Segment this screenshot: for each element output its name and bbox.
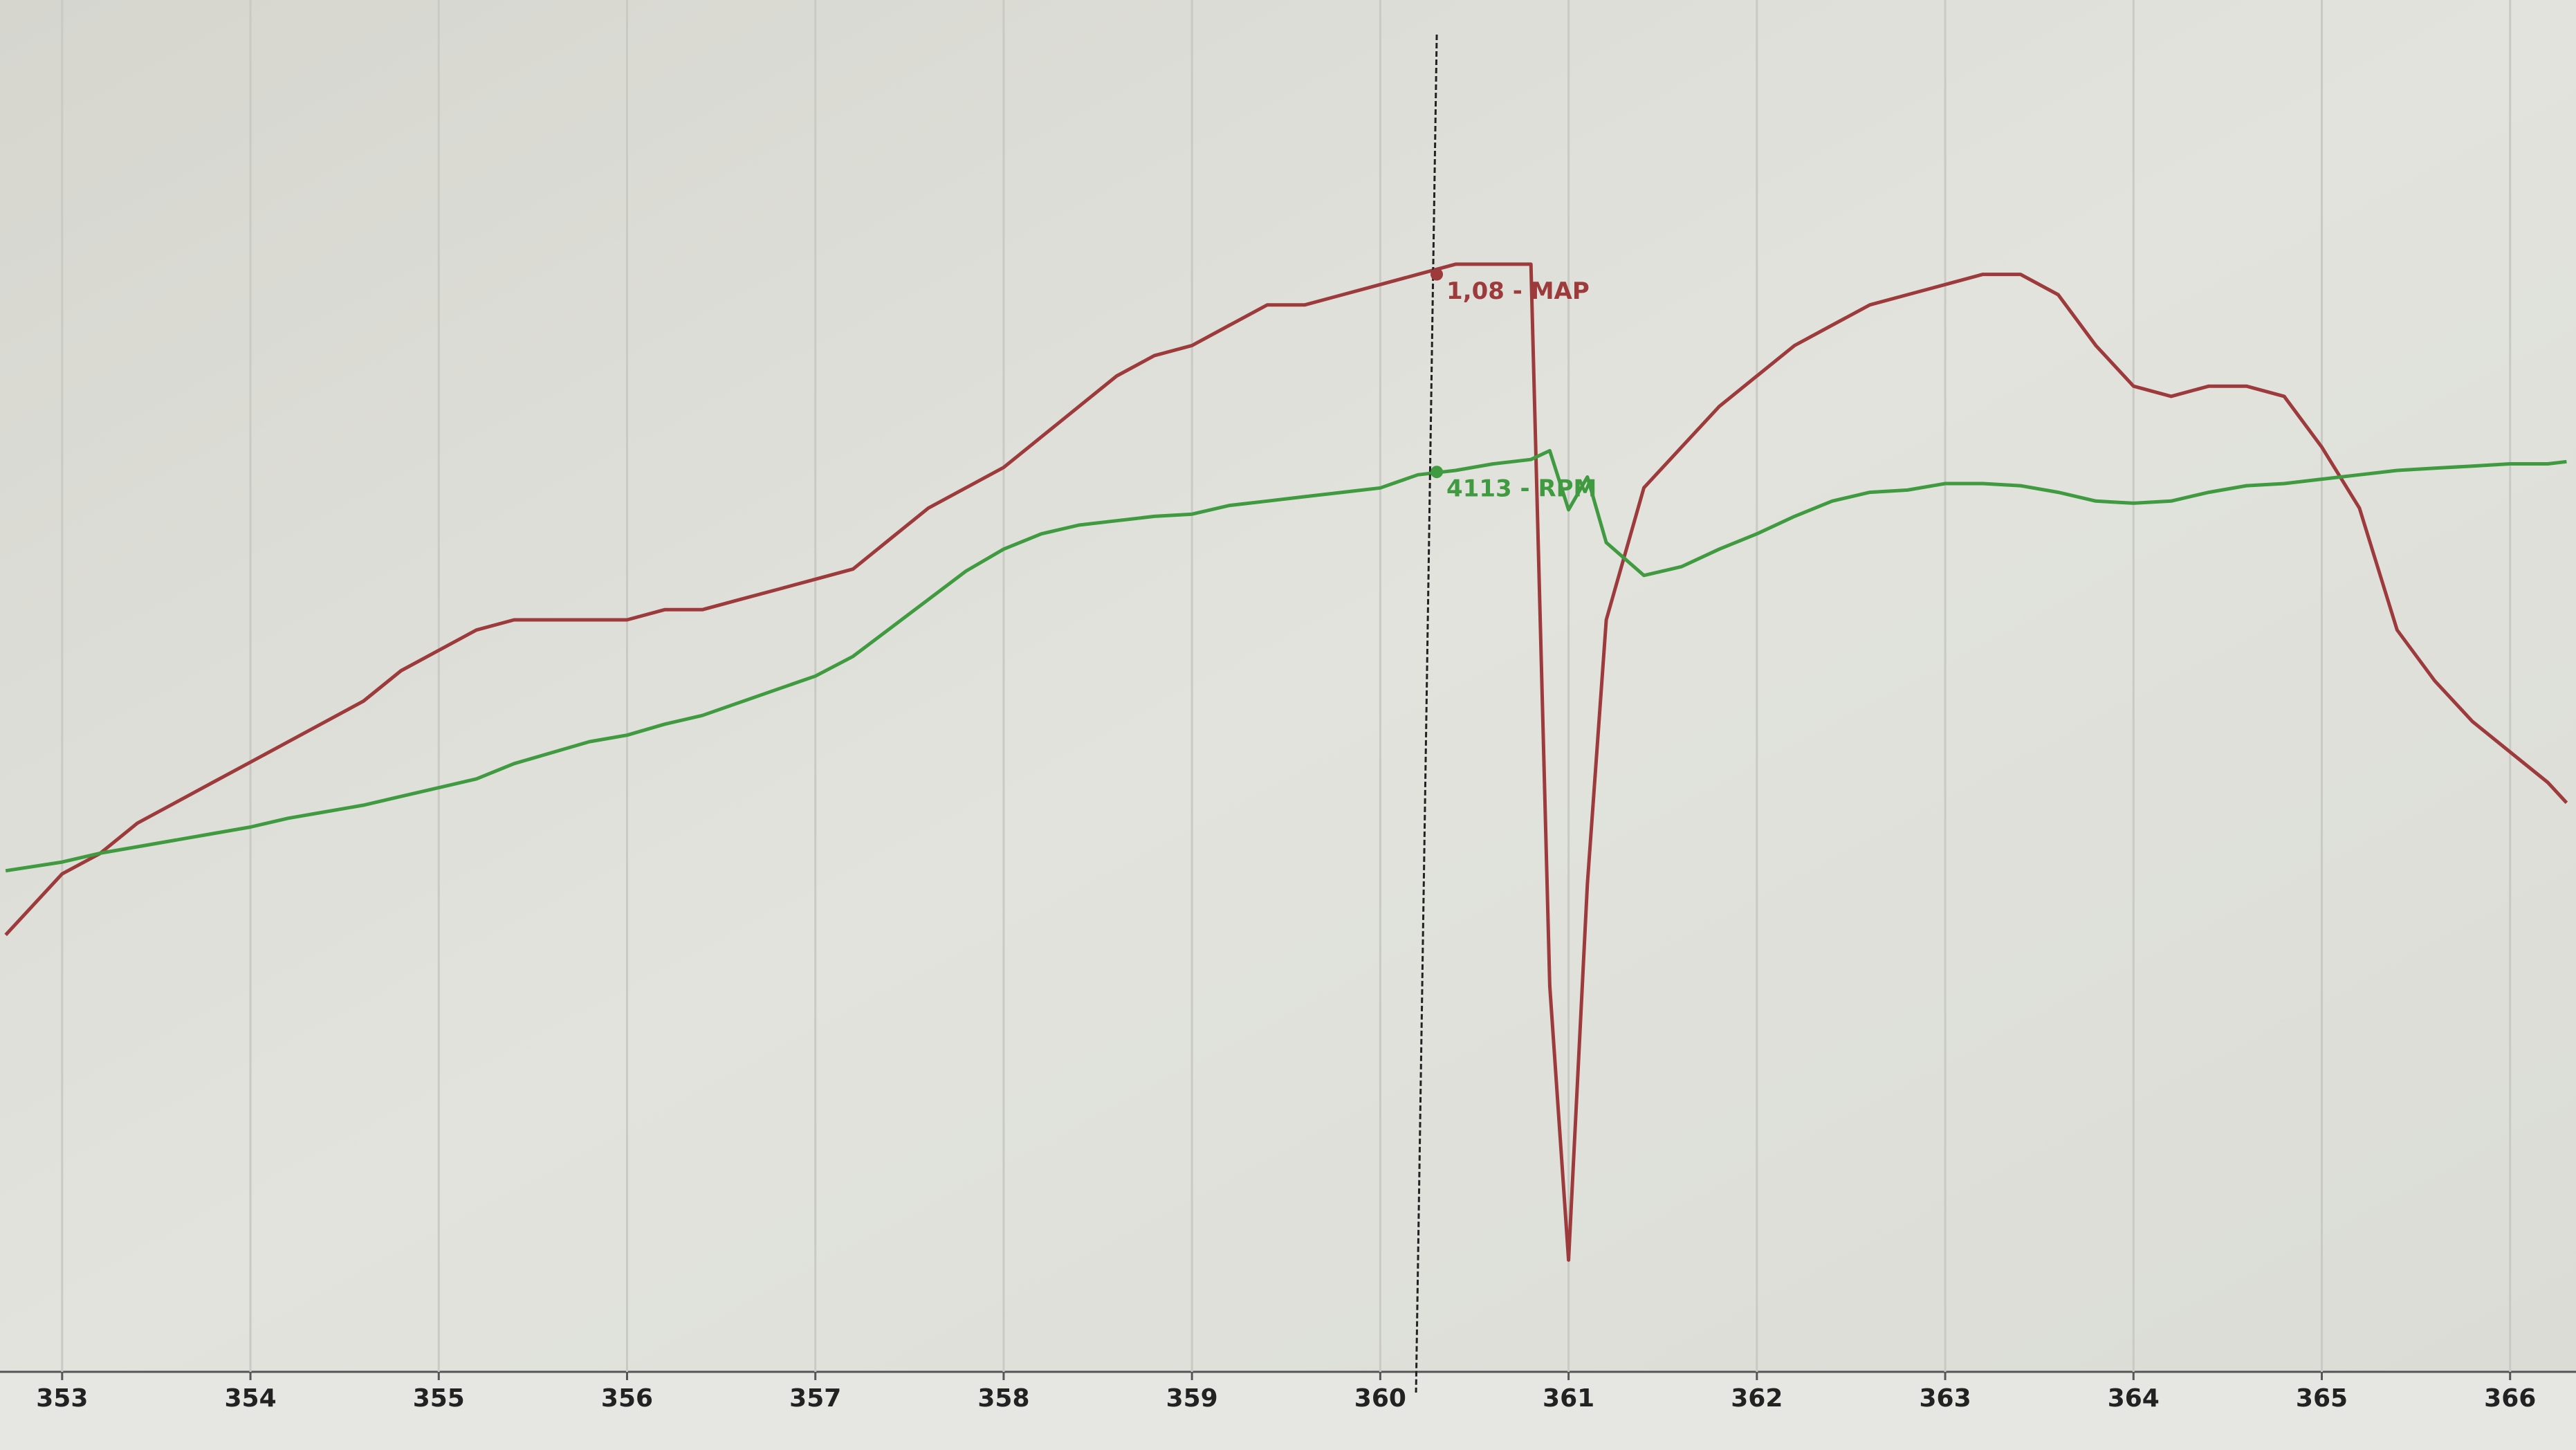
x-tick-label: 362 xyxy=(1731,1384,1783,1413)
x-axis-band xyxy=(0,1372,2576,1450)
cursor: 1,08 - MAP 4113 - RPM xyxy=(1415,34,1597,1393)
x-tick-label: 363 xyxy=(1919,1384,1971,1413)
plot-area xyxy=(0,0,2576,1372)
x-tick-label: 357 xyxy=(789,1384,841,1413)
cursor-label: 1,08 - MAP xyxy=(1446,277,1590,305)
series-line xyxy=(4,262,2568,1262)
series-line xyxy=(5,449,2567,873)
cursor-point xyxy=(1430,466,1444,479)
x-tick-label: 360 xyxy=(1354,1384,1406,1413)
x-tick-label: 365 xyxy=(2296,1384,2348,1413)
x-tick-label: 353 xyxy=(36,1384,88,1413)
cursor-label: 4113 - RPM xyxy=(1446,475,1597,503)
x-tick-label: 355 xyxy=(413,1384,465,1413)
x-tick-label: 364 xyxy=(2108,1384,2160,1413)
grid: 353 354 355 356 357 358 359 360 361 362 363 364 365 3… xyxy=(36,0,2536,1413)
x-tick-label: 358 xyxy=(977,1384,1029,1413)
x-tick-label: 361 xyxy=(1543,1384,1594,1413)
cursor-line xyxy=(1415,34,1438,1393)
lines xyxy=(4,262,2568,1262)
x-tick-label: 359 xyxy=(1166,1384,1218,1413)
x-tick-label: 366 xyxy=(2484,1384,2536,1413)
x-tick-label: 354 xyxy=(224,1384,276,1413)
cursor-point xyxy=(1430,268,1444,281)
x-tick-label: 356 xyxy=(601,1384,653,1413)
